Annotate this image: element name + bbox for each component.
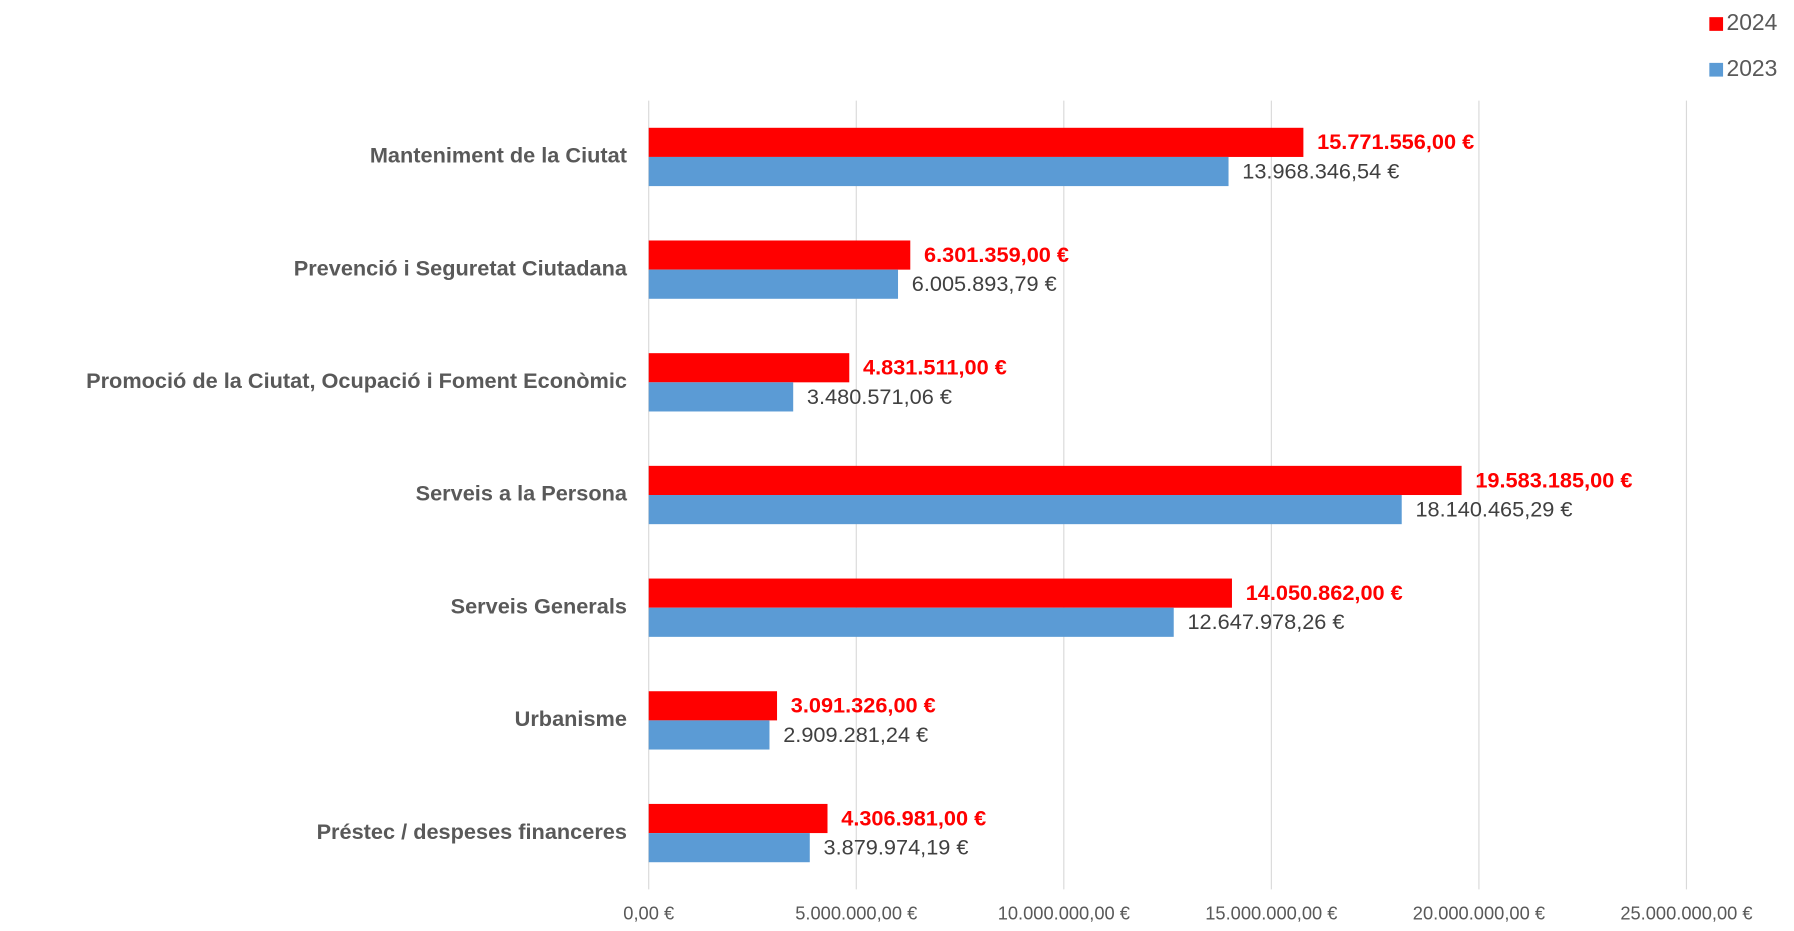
value-label: 4.831.511,00 €	[863, 355, 1007, 380]
category-label: Préstec / despeses financeres	[317, 819, 627, 844]
value-label: 3.879.974,19 €	[824, 835, 969, 860]
bar	[648, 691, 778, 721]
value-label: 15.771.556,00 €	[1317, 129, 1474, 154]
bar	[648, 495, 1402, 525]
value-label: 4.306.981,00 €	[841, 805, 986, 830]
bar	[648, 465, 1462, 496]
bar	[648, 269, 899, 299]
x-tick-label: 5.000.000,00 €	[795, 902, 917, 923]
legend-swatch	[1709, 17, 1724, 31]
value-label: 19.583.185,00 €	[1475, 467, 1632, 492]
bar	[648, 240, 911, 270]
x-tick-label: 0,00 €	[623, 902, 674, 923]
bar	[648, 803, 828, 834]
legend-swatch	[1709, 62, 1724, 77]
value-label: 3.480.571,06 €	[807, 384, 952, 409]
legend-label: 2024	[1726, 9, 1777, 35]
bar	[648, 607, 1174, 637]
value-label: 6.005.893,79 €	[912, 271, 1057, 296]
bar	[648, 578, 1232, 608]
x-tick-label: 20.000.000,00 €	[1413, 902, 1545, 923]
bar	[648, 833, 810, 863]
bar	[648, 720, 770, 750]
x-tick-label: 25.000.000,00 €	[1620, 902, 1752, 923]
value-label: 12.647.978,26 €	[1187, 609, 1344, 634]
value-label: 14.050.862,00 €	[1246, 580, 1403, 605]
legend-label: 2023	[1726, 55, 1777, 81]
value-label: 6.301.359,00 €	[924, 242, 1069, 267]
bar	[648, 382, 794, 412]
value-label: 13.968.346,54 €	[1242, 158, 1399, 183]
category-label: Urbanisme	[515, 706, 627, 731]
value-label: 2.909.281,24 €	[783, 722, 928, 747]
x-tick-label: 10.000.000,00 €	[998, 902, 1130, 923]
x-tick-label: 15.000.000,00 €	[1205, 902, 1337, 923]
category-label: Serveis Generals	[451, 593, 627, 618]
value-label: 18.140.465,29 €	[1415, 496, 1572, 521]
category-label: Prevenció i Seguretat Ciutadana	[294, 255, 628, 280]
category-label: Serveis a la Persona	[416, 481, 628, 506]
bar	[648, 127, 1304, 157]
category-label: Promoció de la Ciutat, Ocupació i Foment…	[86, 368, 627, 393]
bar	[648, 353, 850, 383]
category-label: Manteniment de la Ciutat	[370, 143, 627, 168]
value-label: 3.091.326,00 €	[791, 693, 936, 718]
bar	[648, 156, 1229, 187]
